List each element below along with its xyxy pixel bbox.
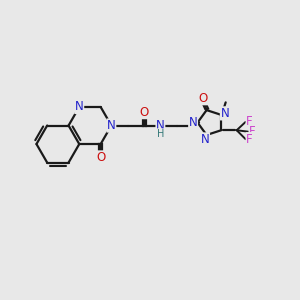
- Text: N: N: [75, 100, 84, 113]
- Text: N: N: [107, 119, 116, 132]
- Text: F: F: [246, 116, 253, 128]
- Text: N: N: [201, 133, 209, 146]
- Text: N: N: [189, 116, 197, 129]
- Text: N: N: [220, 107, 229, 120]
- Text: F: F: [246, 133, 253, 146]
- Text: F: F: [249, 125, 256, 138]
- Text: O: O: [140, 106, 149, 118]
- Text: O: O: [198, 92, 208, 105]
- Text: N: N: [156, 119, 165, 132]
- Text: O: O: [96, 151, 105, 164]
- Text: H: H: [157, 129, 164, 139]
